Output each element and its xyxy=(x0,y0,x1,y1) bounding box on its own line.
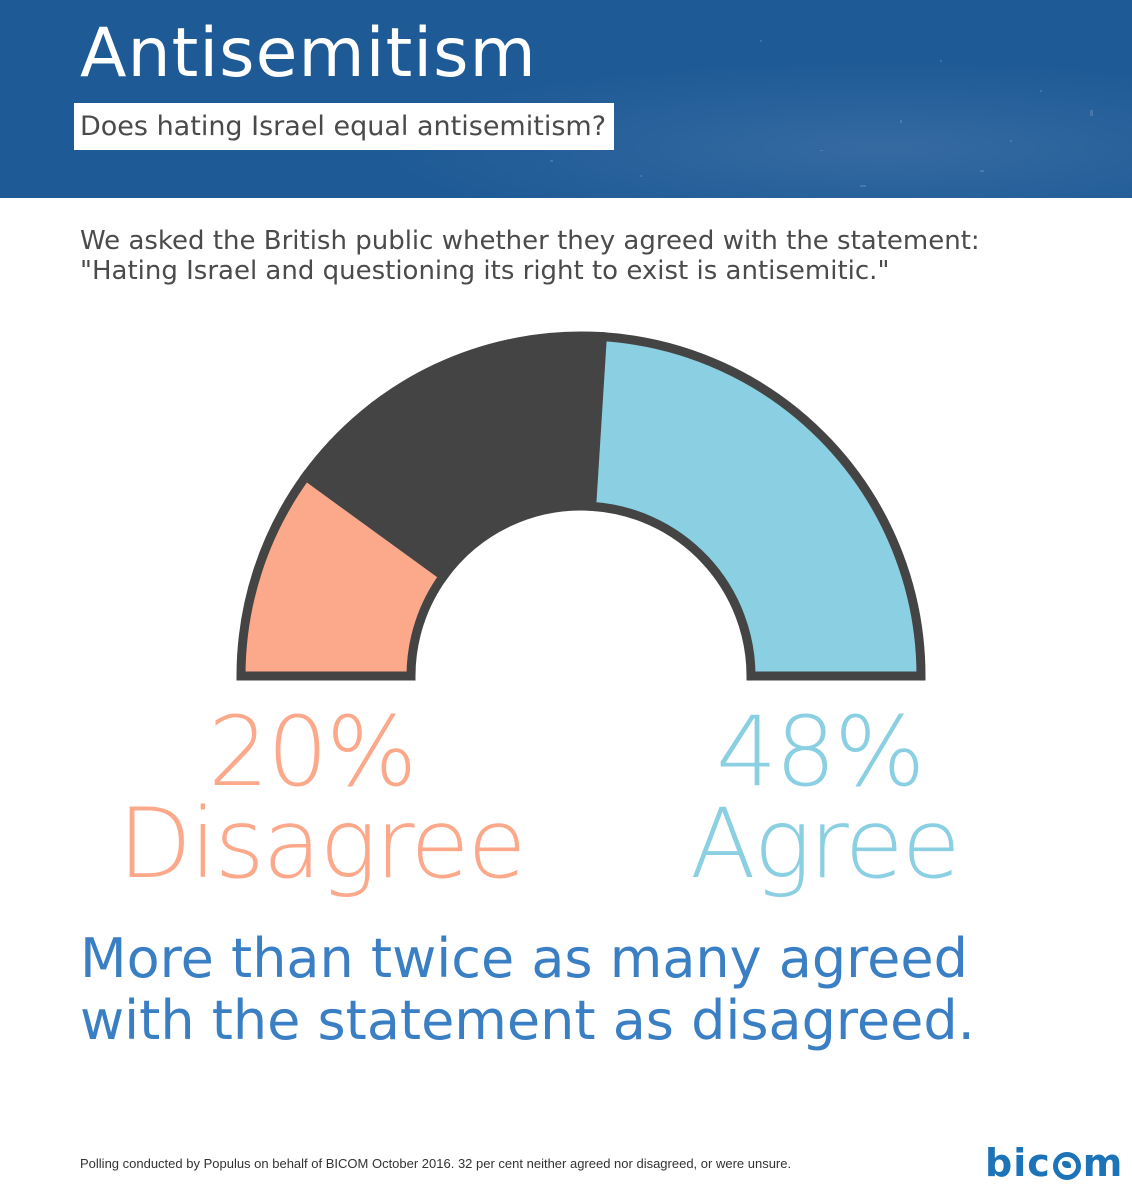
header-banner: Antisemitism Does hating Israel equal an… xyxy=(0,0,1132,198)
bicom-logo: bic m xyxy=(985,1140,1123,1186)
gauge-segment-neither-unsure xyxy=(299,331,608,583)
gauge-segment-agree xyxy=(586,331,926,681)
logo-text-start: bic xyxy=(985,1141,1051,1185)
disagree-percentage: 20% xyxy=(208,696,417,808)
conclusion-text: More than twice as many agreed with the … xyxy=(80,927,975,1052)
page-title: Antisemitism xyxy=(80,14,537,93)
disagree-label: Disagree xyxy=(118,788,527,900)
intro-text: We asked the British public whether they… xyxy=(80,226,980,286)
gauge-chart xyxy=(236,331,926,681)
page-subtitle: Does hating Israel equal antisemitism? xyxy=(80,111,607,142)
footnote: Polling conducted by Populus on behalf o… xyxy=(80,1156,792,1171)
logo-text-end: m xyxy=(1082,1141,1124,1185)
agree-percentage: 48% xyxy=(716,696,925,808)
subtitle-box: Does hating Israel equal antisemitism? xyxy=(74,103,615,150)
header-texture xyxy=(0,0,1132,198)
globe-icon xyxy=(1052,1152,1081,1180)
agree-label: Agree xyxy=(690,788,961,900)
